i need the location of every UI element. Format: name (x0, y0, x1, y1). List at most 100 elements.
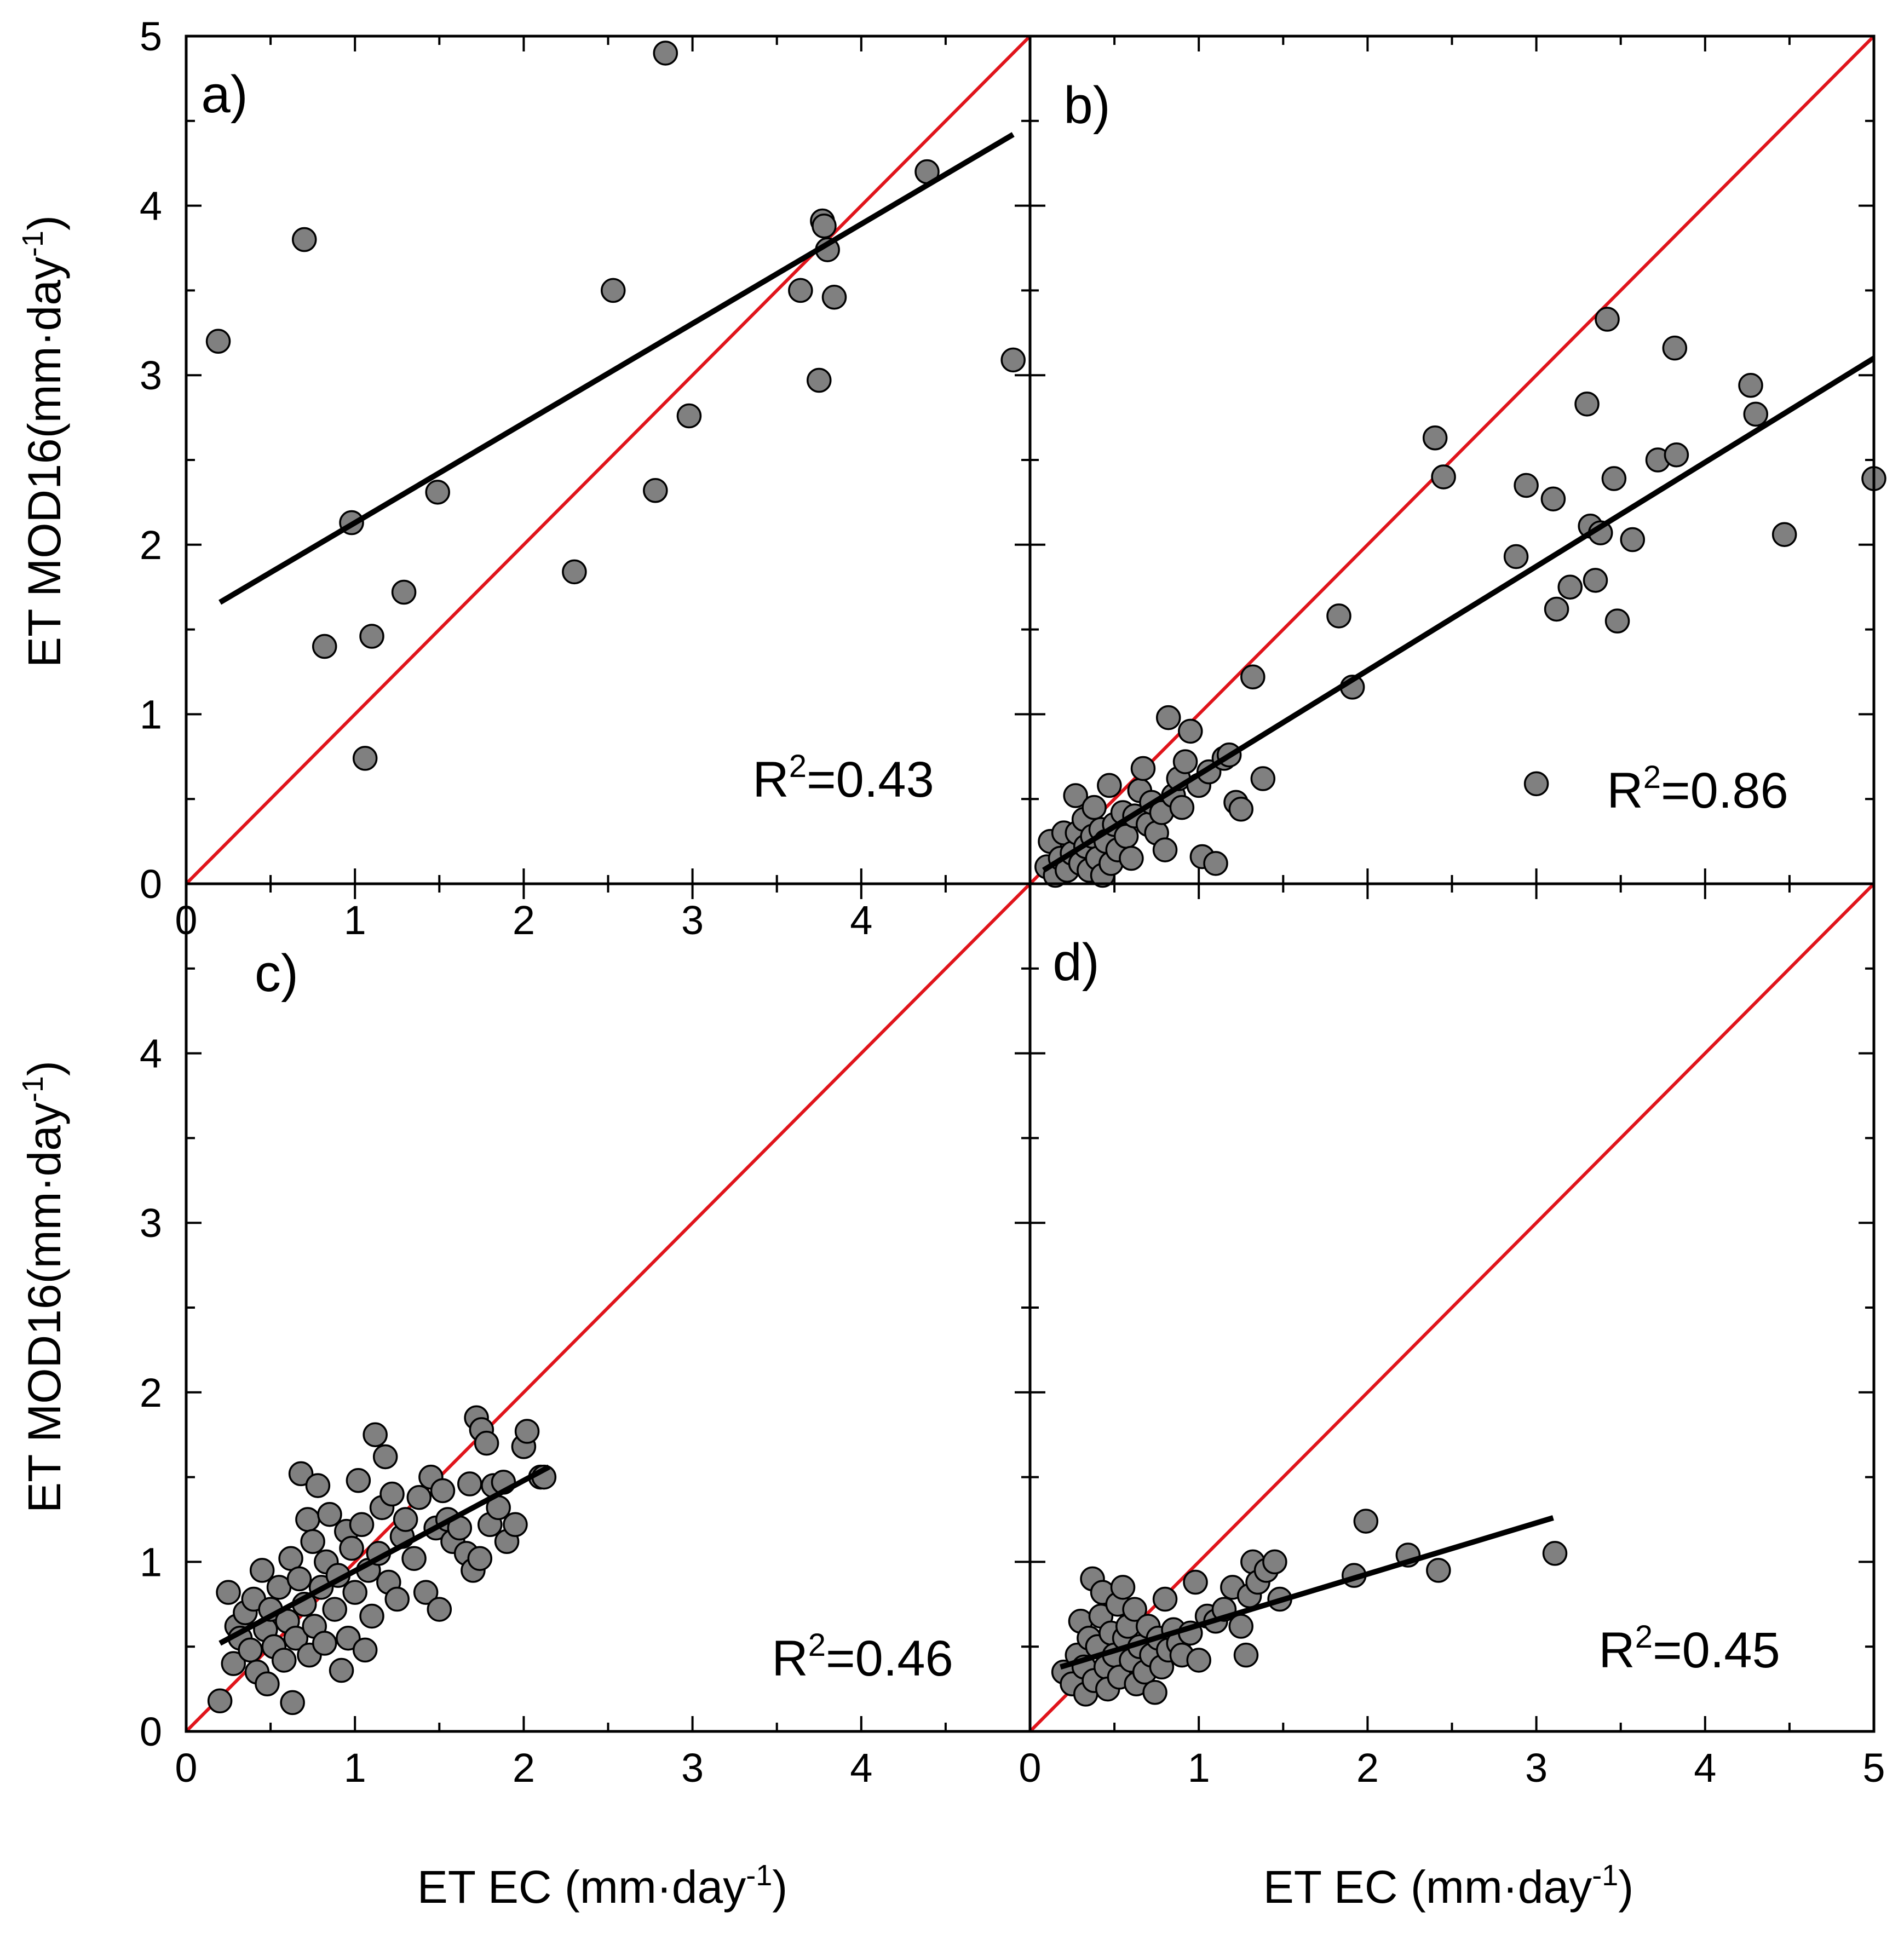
data-point (807, 367, 832, 393)
y-tick-label: 3 (140, 353, 162, 398)
data-point (238, 1637, 263, 1663)
data-point (1169, 795, 1195, 820)
x-tick-label: 0 (175, 1745, 197, 1791)
data-point (676, 403, 702, 429)
x-tick-label: 4 (850, 897, 872, 943)
data-points (205, 41, 1026, 771)
data-point (1172, 749, 1198, 774)
data-point (317, 1501, 342, 1527)
x-tick-label: 4 (1694, 1745, 1716, 1791)
panels: 0 1 2 3 4 0 1 2 3 4 5 a) R2=0.43 b) R2=0.86 0 1 2 3 4 0 1 2 3 4 c… (140, 14, 1886, 1791)
data-point (1426, 1558, 1451, 1583)
data-point (1514, 473, 1539, 498)
data-point (391, 579, 417, 605)
data-point (339, 1535, 364, 1561)
regression-line (1042, 355, 1874, 873)
regression-line (1060, 1515, 1554, 1670)
data-point (1082, 795, 1107, 820)
data-point (1000, 347, 1026, 373)
regression-line (218, 132, 1015, 605)
data-point (1122, 1597, 1147, 1622)
y-tick-label: 5 (140, 14, 162, 59)
data-point (401, 1546, 427, 1571)
data-point (1557, 574, 1583, 600)
data-point (1422, 425, 1448, 451)
r-squared-label: R2=0.45 (1598, 1619, 1780, 1678)
data-point (1155, 705, 1181, 730)
one-to-one-line (1028, 34, 1876, 885)
data-point (812, 214, 837, 239)
data-point (1186, 1648, 1211, 1673)
data-point (643, 477, 668, 503)
data-point (406, 1485, 432, 1510)
data-point (1063, 783, 1088, 808)
data-point (349, 1512, 375, 1538)
panel-c: 0 1 2 3 4 0 1 2 3 4 c) R2=0.46 (140, 882, 1032, 1791)
panel-label: d) (1052, 933, 1099, 992)
r-squared-label: R2=0.46 (772, 1627, 953, 1687)
data-point (300, 1529, 325, 1554)
data-point (1604, 608, 1630, 634)
y-tick-label: 4 (140, 183, 162, 229)
data-point (427, 1597, 452, 1622)
data-point (379, 1481, 405, 1507)
one-to-one-line (185, 34, 1032, 885)
data-point (312, 1631, 337, 1656)
regression-line (218, 1464, 550, 1646)
data-point (821, 285, 847, 310)
data-point (1620, 527, 1646, 552)
data-point (514, 1419, 540, 1444)
data-point (413, 1580, 439, 1605)
data-point (1178, 718, 1203, 744)
data-point (1595, 307, 1620, 332)
data-point (1326, 603, 1351, 629)
x-tick-label: 0 (1019, 1745, 1041, 1791)
data-point (1664, 442, 1689, 468)
x-tick-label: 5 (1862, 1745, 1885, 1791)
data-point (207, 1688, 233, 1714)
data-point (288, 1461, 314, 1487)
data-point (221, 1651, 246, 1676)
data-point (1228, 1614, 1253, 1639)
x-tick-label: 3 (681, 1745, 704, 1791)
data-point (255, 1671, 280, 1697)
x-tick-label: 1 (344, 897, 366, 943)
x-tick-label: 2 (513, 897, 535, 943)
data-point (1119, 845, 1144, 871)
data-point (205, 329, 231, 354)
y-tick-label: 4 (140, 1031, 162, 1077)
data-point (600, 278, 626, 303)
data-points (1034, 307, 1886, 888)
data-point (1583, 568, 1608, 593)
y-axis-label-bottom: ET MOD16(mm·day-1) (16, 1061, 70, 1513)
data-point (352, 1637, 378, 1663)
plot-frame (1028, 882, 1876, 1733)
data-point (393, 1507, 418, 1532)
panel-label: a) (201, 65, 248, 124)
data-point (1262, 1549, 1287, 1575)
data-point (1544, 596, 1569, 622)
data-point (562, 559, 587, 585)
data-point (1503, 544, 1529, 569)
data-points (207, 1405, 557, 1716)
panel-label: c) (255, 944, 298, 1003)
data-point (1601, 466, 1627, 491)
data-point (467, 1546, 493, 1571)
data-point (1523, 771, 1549, 797)
data-point (1152, 837, 1178, 862)
data-point (474, 1430, 499, 1456)
data-point (249, 1558, 275, 1583)
data-point (1250, 766, 1276, 791)
data-point (291, 227, 317, 252)
x-tick-label: 3 (681, 897, 704, 943)
data-point (1152, 1586, 1178, 1612)
y-axis-label-top: ET MOD16(mm·day-1) (16, 215, 70, 667)
data-point (425, 480, 450, 505)
y-tick-label: 3 (140, 1200, 162, 1246)
y-tick-label: 2 (140, 522, 162, 568)
data-point (1228, 797, 1253, 822)
data-point (286, 1566, 312, 1592)
data-point (283, 1625, 309, 1651)
